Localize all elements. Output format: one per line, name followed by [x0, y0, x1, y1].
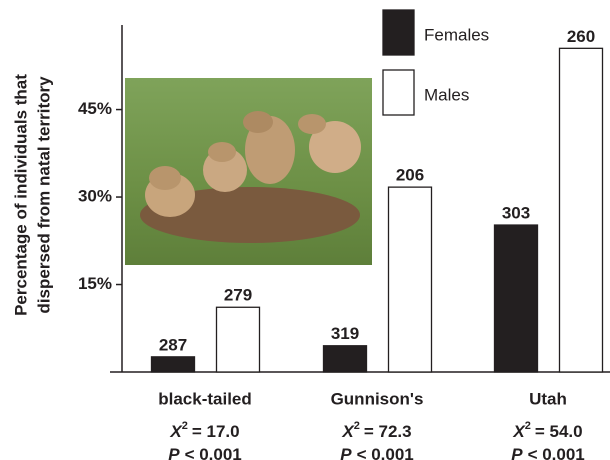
x-tick-label: Utah — [529, 389, 567, 408]
sample-size-label: 206 — [396, 166, 424, 185]
sample-size-label: 287 — [159, 335, 187, 354]
bar — [215, 306, 261, 373]
y-tick-label: 15% — [78, 274, 112, 293]
bar — [558, 47, 604, 373]
p-label: P < 0.001 — [511, 445, 585, 460]
bar — [493, 224, 539, 373]
p-value: < 0.001 — [528, 445, 585, 460]
p-symbol: P — [511, 445, 523, 460]
bar — [322, 345, 368, 373]
photo — [125, 78, 372, 265]
sample-size-label: 260 — [567, 27, 595, 46]
legend-label: Females — [424, 25, 489, 44]
p-label: P < 0.001 — [340, 445, 414, 460]
sample-size-label: 303 — [502, 204, 530, 223]
y-tick-label: 45% — [78, 99, 112, 118]
p-value: < 0.001 — [185, 445, 242, 460]
chi-exponent: 2 — [354, 420, 360, 432]
chi-square-label: X2 = 17.0 — [169, 420, 239, 442]
legend-label: Males — [424, 85, 469, 104]
bar — [387, 186, 433, 373]
x-tick-label: black-tailed — [158, 389, 252, 408]
sample-size-label: 279 — [224, 286, 252, 305]
chi-value: = 54.0 — [535, 422, 583, 441]
chi-square-label: X2 = 72.3 — [341, 420, 411, 442]
chi-symbol: X — [169, 422, 183, 441]
y-tick-label: 30% — [78, 187, 112, 206]
chi-exponent: 2 — [525, 420, 531, 432]
x-tick-label: Gunnison's — [331, 389, 424, 408]
legend-swatch — [382, 69, 415, 116]
p-value: < 0.001 — [357, 445, 414, 460]
y-axis-label: Percentage of individuals that — [11, 74, 30, 316]
chi-symbol: X — [341, 422, 355, 441]
chi-value: = 72.3 — [364, 422, 412, 441]
legend-swatch — [382, 9, 415, 56]
p-symbol: P — [168, 445, 180, 460]
bar — [150, 356, 196, 373]
chi-exponent: 2 — [182, 420, 188, 432]
p-symbol: P — [340, 445, 352, 460]
chi-value: = 17.0 — [192, 422, 240, 441]
y-axis-label: dispersed from natal territory — [34, 76, 53, 314]
chi-symbol: X — [512, 422, 526, 441]
chi-square-label: X2 = 54.0 — [512, 420, 582, 442]
sample-size-label: 319 — [331, 324, 359, 343]
p-label: P < 0.001 — [168, 445, 242, 460]
